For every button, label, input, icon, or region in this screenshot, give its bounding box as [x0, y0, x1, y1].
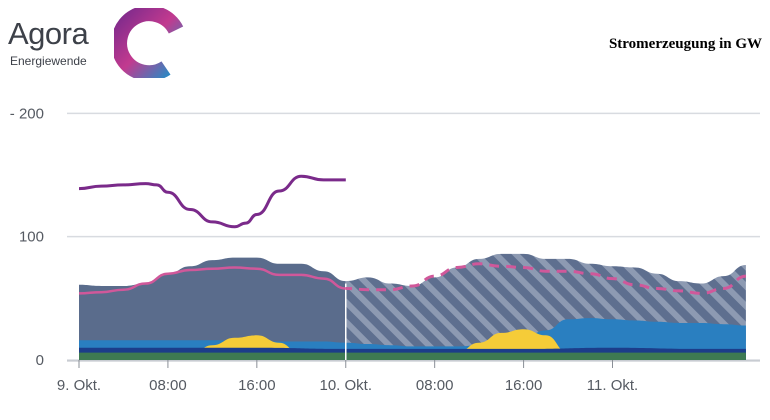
x-tick-label-5: 16:00	[505, 377, 543, 394]
x-axis: 9. Okt. 08:00 16:00 10. Okt. 08:00 16:00 11. O…	[57, 360, 760, 394]
biomass-area	[79, 352, 746, 360]
x-tick-label-0: 9. Okt.	[57, 377, 101, 394]
y-tick-label-0: 0	[36, 352, 44, 369]
y-axis: 0 100 - 200	[10, 105, 44, 369]
logo-name: Agora	[8, 16, 89, 51]
x-tick-label-1: 08:00	[149, 377, 187, 394]
logo-subtitle: Energiewende	[10, 54, 87, 68]
pink-line-forecast	[345, 262, 747, 295]
x-tick-label-6: 11. Okt.	[587, 377, 638, 394]
pink-line-actual	[78, 266, 346, 295]
x-tick-label-2: 16:00	[238, 377, 276, 394]
line-layers	[78, 174, 747, 295]
purple-line	[78, 174, 346, 229]
area-layers	[79, 253, 746, 360]
x-tick-label-4: 08:00	[416, 377, 454, 394]
agora-logo-mark-icon	[114, 8, 184, 78]
chart-title: Stromerzeugung in GW	[608, 36, 762, 52]
total-generation-area-actual	[79, 257, 346, 360]
agora-logo: Agora Energiewende	[6, 8, 196, 82]
y-tick-label-200: - 200	[10, 105, 44, 122]
x-tick-label-3: 10. Okt.	[319, 377, 372, 394]
y-tick-label-100: 100	[19, 229, 44, 246]
